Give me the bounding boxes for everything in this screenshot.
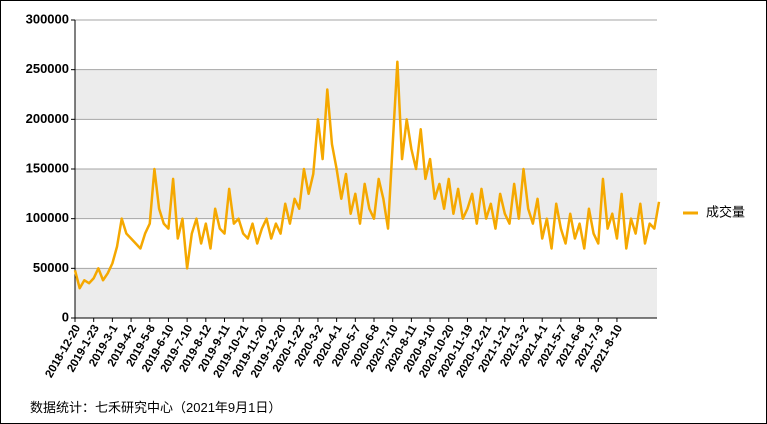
source-note: 数据统计：七禾研究中心（2021年9月1日） [30, 400, 281, 415]
band [75, 268, 657, 318]
y-tick-label: 50000 [33, 260, 69, 275]
y-tick-label: 150000 [26, 160, 69, 175]
y-tick-label: 0 [62, 309, 69, 324]
y-tick-label: 300000 [26, 11, 69, 26]
legend-label: 成交量 [706, 204, 745, 219]
line [73, 60, 661, 290]
y-tick-label: 200000 [26, 111, 69, 126]
band [75, 69, 657, 120]
y-tick-label: 250000 [26, 61, 69, 76]
y-tick-label: 100000 [26, 210, 69, 225]
